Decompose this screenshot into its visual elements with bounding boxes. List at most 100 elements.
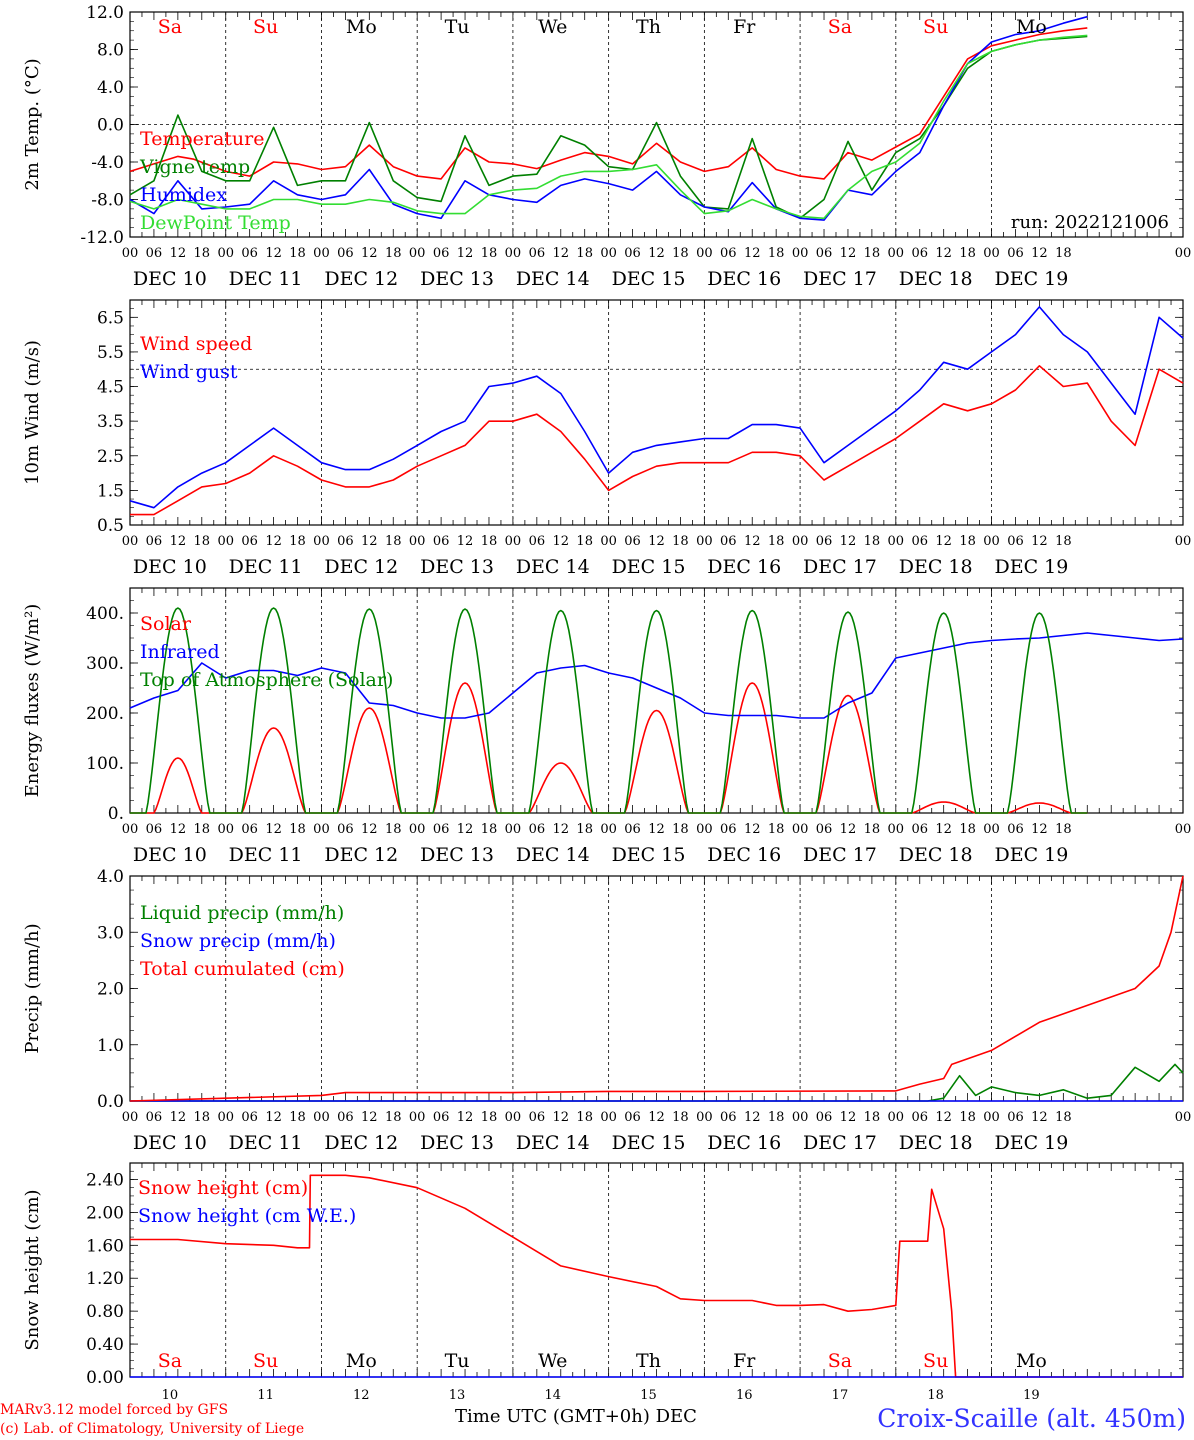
weekday-label: Mo [1016,16,1047,38]
hour-tick-label: 12 [457,822,474,837]
lab-credit: (c) Lab. of Climatology, University of L… [0,1421,305,1437]
hour-tick-label: 18 [864,534,881,549]
hour-tick-label: 06 [433,1110,450,1125]
series-line-temperature [129,27,1088,180]
hour-tick-label: 18 [768,822,785,837]
hour-tick-label: 00 [313,534,330,549]
hour-tick-label: 12 [457,534,474,549]
hour-tick-label: 18 [1055,1110,1072,1125]
series-line-total-cumulated-cm [129,875,1184,1102]
hour-tick-label: 12 [840,822,857,837]
date-label: DEC 11 [229,268,303,290]
date-label: DEC 16 [707,268,781,290]
hour-tick-label: 00 [600,1110,617,1125]
panel-5 [129,1162,1184,1378]
hour-tick-label: 12 [648,246,665,261]
hour-tick-label: 00 [217,534,234,549]
hour-tick-label: 18 [289,246,306,261]
date-label: DEC 19 [994,268,1068,290]
weekday-label: Mo [346,16,377,38]
panel-4 [129,875,1184,1102]
hour-tick-label: 00 [217,246,234,261]
day-number-label: 10 [162,1388,179,1403]
hour-tick-label: 18 [576,1110,593,1125]
hour-tick-label: 12 [840,246,857,261]
hour-tick-label: 06 [146,534,163,549]
hour-tick-label: 06 [433,246,450,261]
hour-tick-label: 12 [840,534,857,549]
legend-entry: Temperature [140,128,264,150]
panel-frame [129,299,1184,526]
hour-tick-label: 18 [672,246,689,261]
hour-tick-label: 06 [241,534,258,549]
day-number-label: 12 [353,1388,370,1403]
y-tick-label: 4.0 [97,867,124,887]
y-tick-label: 1.5 [97,481,124,501]
panel-2 [129,299,1184,526]
weekday-label: We [538,1350,567,1372]
hour-tick-label: 18 [385,534,402,549]
hour-tick-label: 00 [1175,1110,1192,1125]
legend-entry: Solar [140,613,192,635]
weekday-label: Su [923,1350,948,1372]
hour-tick-label: 06 [146,822,163,837]
date-label: DEC 14 [516,1132,590,1154]
hour-tick-label: 00 [122,534,139,549]
hour-tick-label: 18 [385,822,402,837]
legend-entry: DewPoint Temp [140,212,291,234]
y-tick-label: 2.00 [86,1203,124,1223]
hour-tick-label: 18 [768,1110,785,1125]
hour-tick-label: 18 [959,246,976,261]
date-label: DEC 19 [994,844,1068,866]
y-tick-label: -8.0 [91,191,124,211]
panel-frame [129,587,1184,814]
weekday-label: Su [253,16,278,38]
hour-tick-label: 12 [648,534,665,549]
date-label: DEC 17 [803,556,877,578]
hour-tick-label: 00 [217,1110,234,1125]
series-line-humidex [129,15,1088,221]
hour-tick-label: 06 [529,822,546,837]
hour-tick-label: 18 [481,534,498,549]
legend-entry: Humidex [140,184,227,206]
date-label: DEC 14 [516,844,590,866]
legend-entry: Snow height (cm) [138,1177,308,1199]
hour-tick-label: 00 [313,246,330,261]
hour-tick-label: 18 [1055,534,1072,549]
hour-tick-label: 06 [433,534,450,549]
hour-tick-label: 18 [576,534,593,549]
y-tick-label: 2.5 [97,447,124,467]
hour-tick-label: 00 [888,1110,905,1125]
hour-tick-label: 00 [888,534,905,549]
date-label: DEC 10 [133,1132,207,1154]
hour-tick-label: 18 [672,822,689,837]
y-tick-label: 6.5 [97,308,124,328]
hour-tick-label: 12 [935,534,952,549]
day-number-label: 14 [544,1388,561,1403]
hour-tick-label: 12 [648,1110,665,1125]
weekday-label: Sa [828,16,852,38]
day-number-label: 13 [449,1388,466,1403]
hour-tick-label: 12 [744,246,761,261]
hour-tick-label: 18 [576,822,593,837]
hour-tick-label: 18 [864,822,881,837]
hour-tick-label: 00 [983,246,1000,261]
hour-tick-label: 06 [624,822,641,837]
date-label: DEC 13 [420,556,494,578]
hour-tick-label: 12 [1031,822,1048,837]
date-label: DEC 12 [324,844,398,866]
date-label: DEC 19 [994,556,1068,578]
day-number-label: 18 [927,1388,944,1403]
weekday-label: Tu [445,16,470,38]
hour-tick-label: 06 [146,246,163,261]
hour-tick-label: 00 [122,246,139,261]
legend-entry: Wind gust [140,361,238,383]
month-label: DEC [655,1406,697,1427]
hour-tick-label: 12 [361,246,378,261]
weekday-label: Sa [158,16,182,38]
hour-tick-label: 18 [672,534,689,549]
hour-tick-label: 00 [983,822,1000,837]
hour-tick-label: 18 [1055,822,1072,837]
hour-tick-label: 12 [552,822,569,837]
y-tick-label: 3.5 [97,412,124,432]
